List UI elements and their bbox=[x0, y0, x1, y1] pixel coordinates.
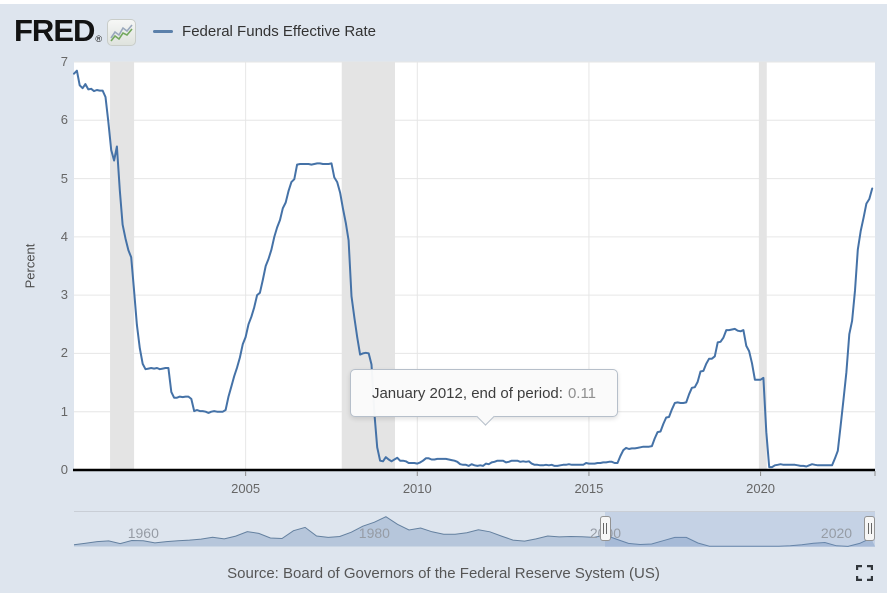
x-axis-tick-label: 2010 bbox=[402, 481, 432, 496]
chart-header: FRED ® Federal Funds Effective Rate bbox=[14, 10, 376, 52]
navigator-left-handle[interactable] bbox=[599, 516, 611, 541]
fullscreen-button[interactable] bbox=[851, 561, 877, 585]
fred-sparkline-icon bbox=[107, 19, 137, 46]
y-axis-title: Percent bbox=[22, 243, 38, 289]
y-axis-tick-label: 7 bbox=[60, 54, 68, 69]
tooltip-value: 0.11 bbox=[567, 384, 597, 402]
navigator-selected-region[interactable] bbox=[605, 512, 875, 547]
legend-line-swatch bbox=[153, 29, 174, 33]
y-axis-tick-label: 0 bbox=[60, 462, 68, 477]
legend-series-label: Federal Funds Effective Rate bbox=[182, 22, 377, 40]
chart-tooltip: January 2012, end of period: 0.11 bbox=[350, 369, 618, 426]
navigator-year-label: 1980 bbox=[358, 525, 390, 541]
navigator-right-handle[interactable] bbox=[864, 516, 875, 541]
legend-item[interactable]: Federal Funds Effective Rate bbox=[153, 23, 376, 40]
navigator-area bbox=[74, 516, 875, 547]
x-axis-tick-label: 2015 bbox=[574, 481, 604, 496]
tooltip-label: January 2012, end of period: bbox=[371, 384, 563, 402]
handle-grip-icon bbox=[603, 523, 605, 534]
y-axis-tick-label: 5 bbox=[60, 170, 68, 186]
x-axis-tick-label: 2020 bbox=[746, 481, 776, 496]
registered-trademark: ® bbox=[95, 34, 103, 44]
top-strip bbox=[0, 0, 887, 4]
y-axis-tick-label: 4 bbox=[60, 228, 68, 244]
y-axis-tick-label: 1 bbox=[60, 403, 68, 419]
fred-logo-link[interactable]: FRED ® bbox=[14, 13, 137, 48]
navigator-line bbox=[73, 516, 872, 547]
navigator-year-label: 2020 bbox=[820, 525, 853, 541]
handle-grip-icon bbox=[870, 523, 872, 534]
y-axis-tick-label: 6 bbox=[60, 112, 68, 128]
fullscreen-icon bbox=[855, 565, 873, 581]
rate-line bbox=[73, 69, 874, 469]
y-axis-tick-label: 2 bbox=[60, 345, 68, 361]
x-axis-tick-label: 2005 bbox=[231, 481, 261, 496]
handle-grip-icon bbox=[867, 523, 869, 534]
recession-band bbox=[110, 62, 135, 470]
fred-logo-text: FRED bbox=[14, 13, 95, 48]
navigator-year-label: 1960 bbox=[127, 525, 159, 541]
source-attribution: Source: Board of Governors of the Federa… bbox=[227, 565, 660, 582]
handle-grip-icon bbox=[606, 523, 608, 534]
recession-band bbox=[758, 62, 767, 470]
y-axis-tick-label: 3 bbox=[60, 287, 68, 303]
